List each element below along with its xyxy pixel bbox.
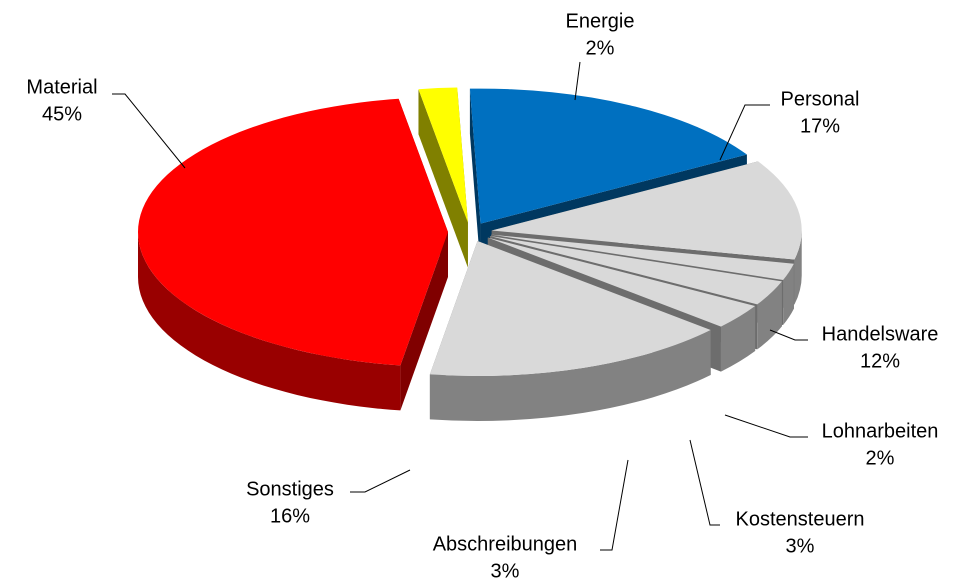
slice-value-label: 3% (786, 535, 815, 557)
slice-label: Personal (781, 88, 860, 110)
slice (429, 241, 711, 422)
slice-side (469, 88, 481, 269)
slice-top (429, 241, 711, 377)
slice-top (418, 87, 468, 223)
slice (138, 98, 449, 411)
leader-line (112, 93, 186, 169)
leader-line (350, 469, 411, 493)
slice-label: Material (26, 76, 97, 98)
slice-value-label: 16% (270, 505, 310, 527)
slice-top (491, 234, 794, 281)
slice (418, 87, 468, 268)
slice-top (469, 88, 747, 224)
slice-wall (720, 305, 756, 372)
slice-top (491, 161, 802, 260)
leader-line (574, 61, 581, 101)
slice-value-label: 17% (800, 115, 840, 137)
slice-top (487, 237, 756, 327)
slice-top (138, 98, 449, 366)
slice-label: Kostensteuern (736, 508, 865, 530)
slice-value-label: 3% (491, 560, 520, 582)
slice-wall (794, 230, 802, 305)
slice-label: Energie (566, 10, 635, 32)
slice-top (489, 236, 782, 305)
leader-line (769, 329, 808, 341)
slice-label: Handelsware (822, 323, 939, 345)
slice-side (400, 232, 449, 411)
slice-value-label: 45% (42, 103, 82, 125)
slice-wall (429, 329, 711, 422)
slice-value-label: 2% (586, 37, 615, 59)
labels: Energie 2% Personal 17% Handelsware 12% Lohnar… (26, 10, 938, 582)
slice-side (418, 89, 468, 268)
pie (138, 87, 802, 422)
leader-line (724, 414, 808, 438)
slice-value-label: 2% (866, 447, 895, 469)
leader-lines (112, 61, 808, 551)
leader-line (689, 439, 720, 526)
slice-label: Abschreibungen (433, 533, 578, 555)
leader-line (600, 459, 629, 551)
slice-value-label: 12% (860, 350, 900, 372)
leader-line (719, 104, 770, 161)
slice-wall (783, 263, 794, 326)
slice-wall (138, 232, 401, 411)
slice-label: Sonstiges (246, 478, 334, 500)
slice-label: Lohnarbeiten (822, 420, 939, 442)
